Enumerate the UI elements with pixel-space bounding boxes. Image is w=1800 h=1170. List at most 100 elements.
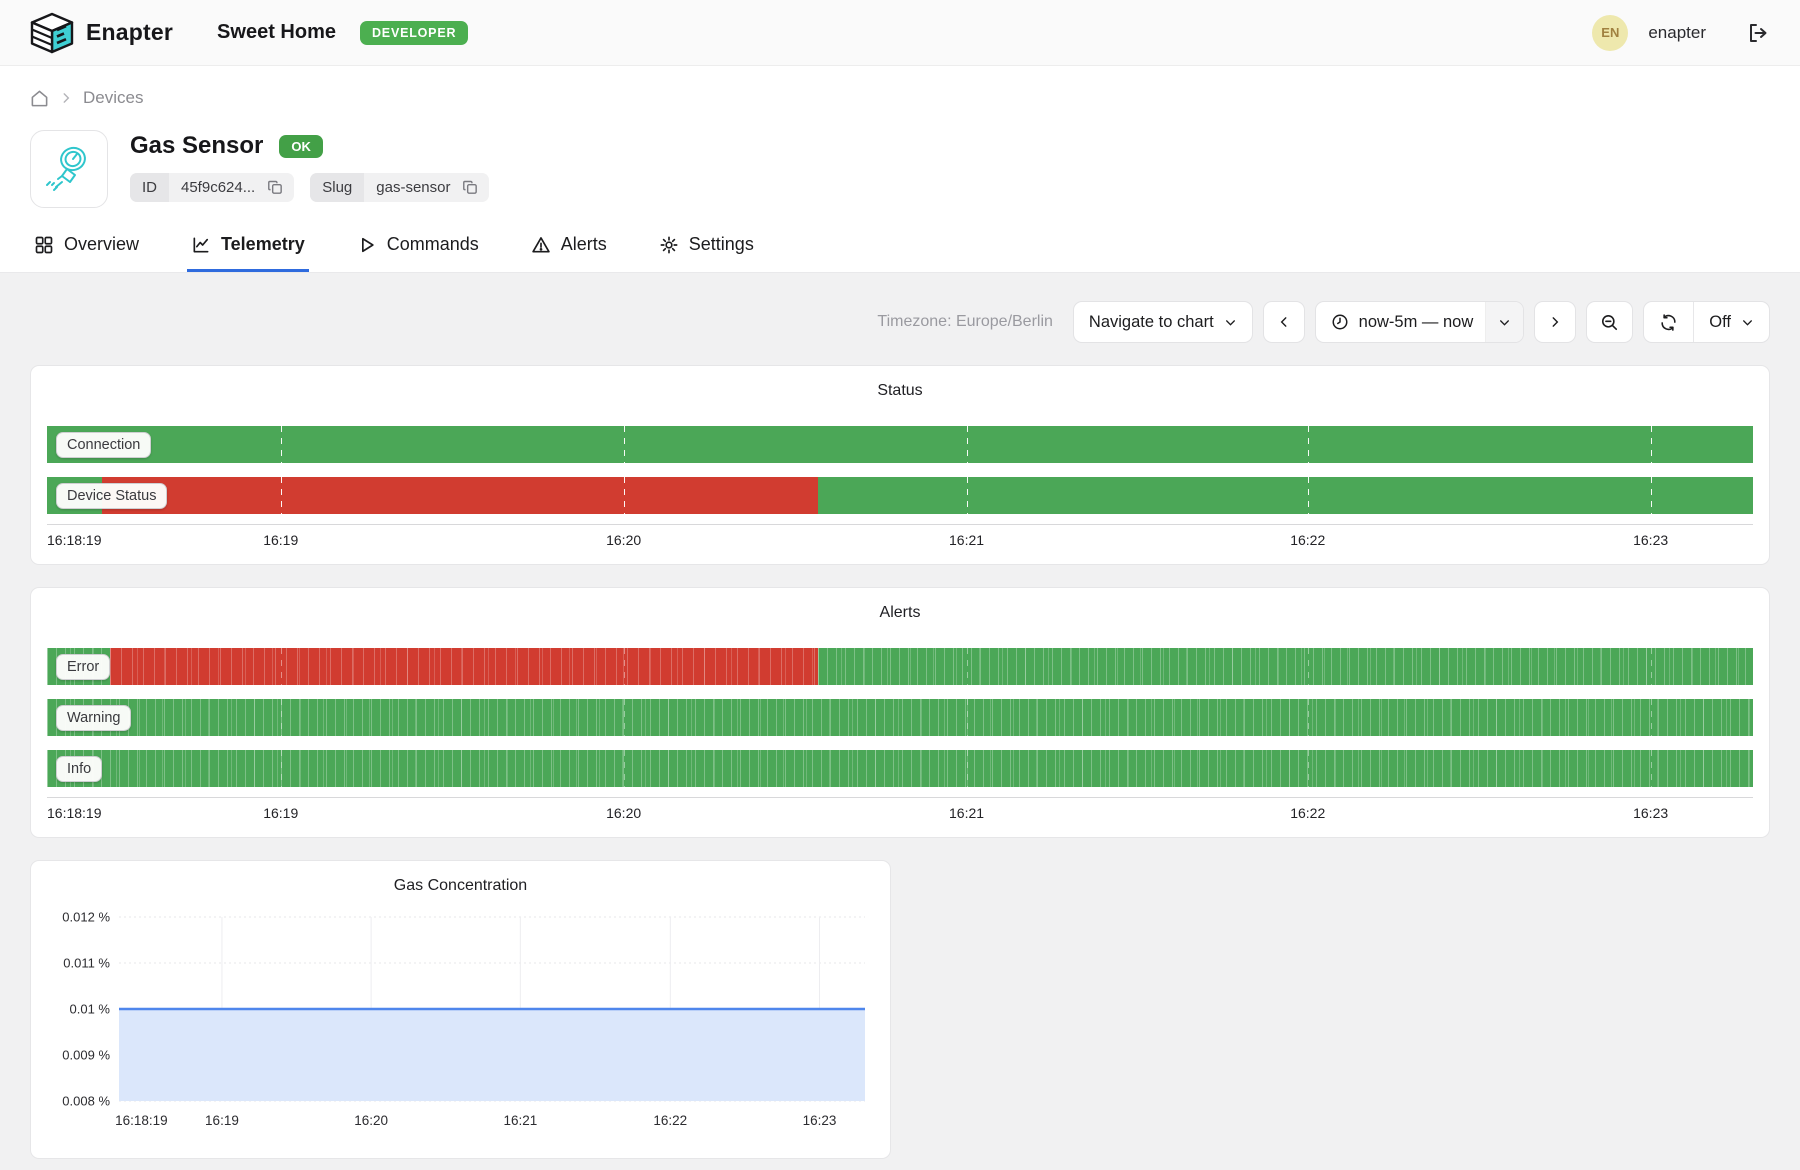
series-label: Warning xyxy=(56,704,132,731)
tab-commands[interactable]: Commands xyxy=(353,234,483,272)
copy-id-icon[interactable] xyxy=(267,179,294,196)
refresh-icon xyxy=(1659,313,1678,332)
x-tick-label: 16:23 xyxy=(803,1113,837,1128)
state-segment-error xyxy=(110,648,819,685)
state-bar xyxy=(47,699,1753,736)
breadcrumb-devices[interactable]: Devices xyxy=(83,88,144,107)
timeline-row-error[interactable]: Error xyxy=(47,648,1753,685)
timeline-row-device-status[interactable]: Device Status xyxy=(47,477,1753,514)
x-tick-label: 16:21 xyxy=(949,532,985,548)
chart-title: Alerts xyxy=(879,604,921,621)
enapter-logo-icon xyxy=(30,12,74,54)
x-tick-label: 16:21 xyxy=(949,805,985,821)
time-range-back-button[interactable] xyxy=(1262,301,1305,343)
time-range-button[interactable]: now-5m — now xyxy=(1314,301,1525,343)
timezone-label: Timezone: Europe/Berlin xyxy=(877,313,1053,330)
tab-alerts-label: Alerts xyxy=(560,234,607,254)
copy-slug-icon[interactable] xyxy=(462,179,489,196)
chart-title: Gas Concentration xyxy=(393,877,528,894)
status-timeline-plot[interactable]: Connection Device Status 16:18:19 16:19 16:2… xyxy=(47,426,1753,554)
x-tick-label: 16:23 xyxy=(1633,805,1669,821)
x-tick-label: 16:19 xyxy=(263,532,299,548)
tab-alerts[interactable]: Alerts xyxy=(527,234,611,272)
state-bar xyxy=(47,750,1753,787)
chevron-down-icon xyxy=(1224,316,1237,329)
x-tick-label: 16:20 xyxy=(606,532,642,548)
x-tick-label: 16:20 xyxy=(606,805,642,821)
breadcrumb: Devices xyxy=(0,66,1800,118)
auto-refresh-interval-button[interactable]: Off xyxy=(1693,302,1769,342)
site-name: Sweet Home xyxy=(217,21,336,43)
refresh-button[interactable] xyxy=(1644,302,1693,342)
avatar[interactable]: EN xyxy=(1592,14,1629,51)
zoom-out-button[interactable] xyxy=(1586,301,1634,343)
device-id-value: 45f9c624... xyxy=(181,179,256,196)
state-segment-ok xyxy=(47,426,1753,463)
x-tick-label: 16:22 xyxy=(1290,532,1326,548)
state-segment-ok xyxy=(818,477,1753,514)
y-tick-label: 0.011 % xyxy=(63,956,110,971)
x-axis: 16:18:19 16:19 16:20 16:21 16:22 16:23 xyxy=(47,797,1753,827)
chevron-right-icon xyxy=(59,91,73,105)
series-label: Info xyxy=(56,755,103,782)
series-label: Connection xyxy=(56,431,152,458)
refresh-group: Off xyxy=(1643,301,1770,343)
state-bar xyxy=(47,477,1753,514)
time-range-value: now-5m — now xyxy=(1358,312,1474,331)
brand: Enapter xyxy=(30,12,173,54)
device-slug-value: gas-sensor xyxy=(376,179,451,196)
y-tick-label: 0.009 % xyxy=(62,1048,110,1063)
zoom-out-icon xyxy=(1600,313,1619,332)
state-segment-ok xyxy=(47,750,1753,787)
tab-overview[interactable]: Overview xyxy=(30,234,143,272)
x-tick-label: 16:19 xyxy=(205,1113,239,1128)
x-tick-label: 16:19 xyxy=(263,805,299,821)
x-tick-label: 16:18:19 xyxy=(47,805,102,821)
device-name: Gas Sensor xyxy=(130,132,264,159)
gas-chart-svg: 0.012 % 0.011 % 0.01 % 0.009 % 0.008 % 16:18:… xyxy=(62,910,865,1128)
top-bar: Enapter Sweet Home DEVELOPER EN enapter xyxy=(0,0,1800,66)
device-thumbnail xyxy=(30,130,108,208)
device-slug-label: Slug xyxy=(310,173,365,202)
tab-settings-label: Settings xyxy=(688,234,754,254)
device-header-info: Gas Sensor OK ID 45f9c624... Slug xyxy=(130,130,490,208)
alerts-timeline-plot[interactable]: Error Warning Info 16:18:19 16:19 16:20 16:21 1… xyxy=(47,648,1753,827)
status-chart-card: Status Connection Device Status 16:18:19 16… xyxy=(30,365,1770,565)
timeline-row-connection[interactable]: Connection xyxy=(47,426,1753,463)
timeline-row-info[interactable]: Info xyxy=(47,750,1753,787)
grid-icon xyxy=(34,235,54,255)
x-tick-label: 16:23 xyxy=(1633,532,1669,548)
logout-button[interactable] xyxy=(1746,21,1770,45)
series-label: Device Status xyxy=(56,482,168,509)
y-tick-label: 0.01 % xyxy=(70,1002,111,1017)
state-bar xyxy=(47,426,1753,463)
x-tick-label: 16:18:19 xyxy=(115,1113,168,1128)
navigate-to-chart-button[interactable]: Navigate to chart xyxy=(1072,301,1253,343)
timeline-row-warning[interactable]: Warning xyxy=(47,699,1753,736)
play-icon xyxy=(357,235,377,255)
x-tick-label: 16:20 xyxy=(354,1113,388,1128)
state-segment-error xyxy=(101,477,819,514)
device-id-pill: ID 45f9c624... xyxy=(130,173,295,202)
tab-telemetry-label: Telemetry xyxy=(221,234,305,254)
y-tick-label: 0.012 % xyxy=(62,910,110,925)
gas-sensor-icon xyxy=(43,143,95,195)
time-range-chevron-down-icon[interactable] xyxy=(1485,302,1524,342)
chevron-right-icon xyxy=(1548,315,1562,329)
x-tick-label: 16:18:19 xyxy=(47,532,102,548)
x-tick-label: 16:22 xyxy=(653,1113,687,1128)
tab-settings[interactable]: Settings xyxy=(655,234,758,272)
device-id-label: ID xyxy=(130,173,169,202)
developer-badge: DEVELOPER xyxy=(359,20,469,45)
time-range-forward-button[interactable] xyxy=(1534,301,1577,343)
tab-commands-label: Commands xyxy=(386,234,479,254)
home-icon[interactable] xyxy=(30,89,49,108)
device-slug-pill: Slug gas-sensor xyxy=(310,173,490,202)
gas-concentration-plot[interactable]: 0.012 % 0.011 % 0.01 % 0.009 % 0.008 % 16:18:… xyxy=(47,905,874,1148)
state-bar xyxy=(47,648,1753,685)
alerts-chart-card: Alerts Error Warning Info 16:18:19 16:19 16:2… xyxy=(30,587,1770,838)
series-label: Error xyxy=(56,653,111,680)
tab-telemetry[interactable]: Telemetry xyxy=(187,234,309,272)
device-header: Gas Sensor OK ID 45f9c624... Slug xyxy=(0,118,1800,208)
